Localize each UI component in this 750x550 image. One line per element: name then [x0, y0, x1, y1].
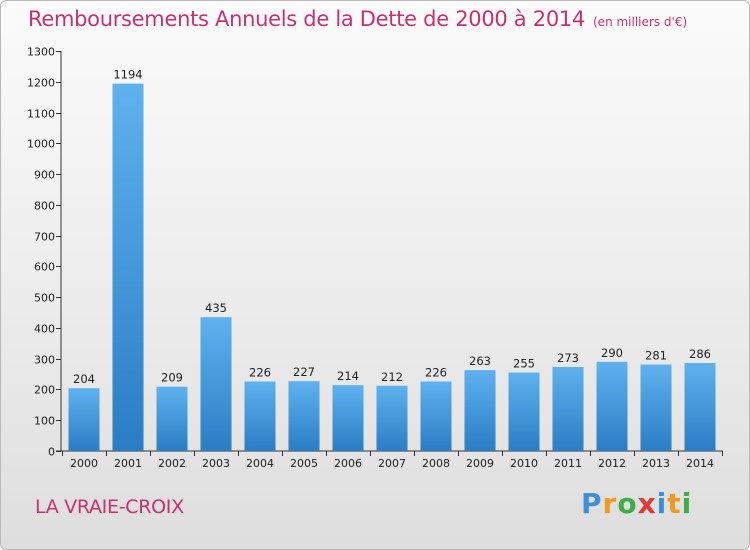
chart-title: Remboursements Annuels de la Dette de 20… — [28, 7, 687, 31]
value-label-2006: 214 — [337, 369, 359, 383]
y-tick-label: 300 — [34, 354, 55, 367]
y-tick-label: 1300 — [27, 46, 55, 59]
value-label-2012: 290 — [601, 346, 623, 360]
value-label-2001: 1194 — [113, 68, 142, 82]
bar-2013 — [640, 364, 672, 451]
proxiti-logo: Proxiti — [581, 487, 692, 520]
x-tick-label-2003: 2003 — [202, 457, 230, 470]
x-tick-label-2004: 2004 — [246, 457, 274, 470]
y-tick-label: 0 — [48, 446, 55, 459]
value-label-2011: 273 — [557, 351, 579, 365]
logo-letter: o — [617, 487, 638, 520]
logo-letter: t — [667, 487, 682, 520]
value-label-2003: 435 — [205, 301, 227, 315]
bar-2008 — [420, 381, 452, 451]
value-label-2008: 226 — [425, 365, 447, 379]
bar-2001 — [112, 83, 144, 451]
bar-2000 — [68, 388, 100, 451]
x-tick-label-2001: 2001 — [114, 457, 142, 470]
y-tick-label: 900 — [34, 169, 55, 182]
bar-2007 — [376, 385, 408, 451]
bar-2006 — [332, 385, 364, 451]
x-tick-label-2011: 2011 — [554, 457, 582, 470]
y-tick-label: 500 — [34, 292, 55, 305]
x-tick-label-2009: 2009 — [466, 457, 494, 470]
value-labels: 204 1194 209 435 226 227 214 212 226 263 255 273 290… — [73, 68, 711, 387]
value-label-2007: 212 — [381, 370, 403, 384]
logo-letter: i — [681, 487, 693, 520]
bar-2003 — [200, 317, 232, 451]
bars — [68, 83, 716, 451]
x-tick-label-2014: 2014 — [686, 457, 714, 470]
value-label-2009: 263 — [469, 354, 491, 368]
bar-2005 — [288, 381, 320, 451]
x-tick-label-2006: 2006 — [334, 457, 362, 470]
logo-letter: P — [581, 487, 603, 520]
x-tick-label-2012: 2012 — [598, 457, 626, 470]
x-tick-label-2007: 2007 — [378, 457, 406, 470]
chart-unit-note: (en milliers d'€) — [593, 15, 688, 29]
y-tick-label: 1200 — [27, 77, 55, 90]
y-tick-label: 1000 — [27, 138, 55, 151]
bar-2011 — [552, 367, 584, 451]
x-tick-label-2005: 2005 — [290, 457, 318, 470]
x-tick-label-2002: 2002 — [158, 457, 186, 470]
bar-2012 — [596, 361, 628, 451]
logo-letter: x — [637, 487, 657, 520]
bar-2014 — [684, 363, 716, 451]
place-name: LA VRAIE-CROIX — [35, 496, 184, 518]
x-tick-label-2013: 2013 — [642, 457, 670, 470]
value-label-2013: 281 — [645, 349, 667, 363]
value-label-2005: 227 — [293, 365, 315, 379]
value-label-2002: 209 — [161, 371, 183, 385]
x-tick-label-2000: 2000 — [70, 457, 98, 470]
bar-2004 — [244, 381, 276, 451]
y-tick-label: 1100 — [27, 108, 55, 121]
y-tick-label: 400 — [34, 323, 55, 336]
chart-title-text: Remboursements Annuels de la Dette de 20… — [28, 7, 585, 31]
value-label-2004: 226 — [249, 365, 271, 379]
x-tick-label-2010: 2010 — [510, 457, 538, 470]
y-tick-label: 800 — [34, 200, 55, 213]
value-label-2000: 204 — [73, 372, 95, 386]
y-tick-label: 200 — [34, 384, 55, 397]
bar-2009 — [464, 370, 496, 451]
axes: 0 100 200 300 400 500 600 700 800 900 1000 1100 1200… — [27, 46, 723, 470]
bar-2010 — [508, 372, 540, 451]
y-tick-label: 100 — [34, 415, 55, 428]
value-label-2014: 286 — [689, 347, 711, 361]
y-tick-label: 700 — [34, 231, 55, 244]
x-tick-label-2008: 2008 — [422, 457, 450, 470]
logo-letter: i — [656, 487, 668, 520]
y-tick-label: 600 — [34, 261, 55, 274]
logo-letter: r — [602, 487, 618, 520]
value-label-2010: 255 — [513, 357, 535, 371]
bar-2002 — [156, 386, 188, 451]
